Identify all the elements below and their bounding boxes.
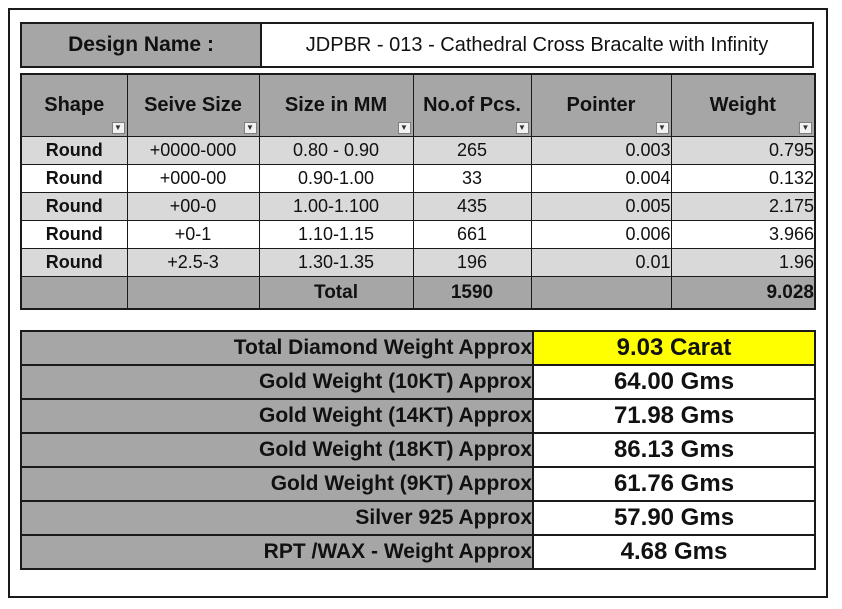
cell-seive-size[interactable]: +2.5-3 <box>126 248 260 277</box>
summary-label-rpt-wax: RPT /WAX - Weight Approx <box>20 534 534 570</box>
cell-pointer[interactable]: 0.01 <box>530 248 672 277</box>
table-row: Round +000-00 0.90-1.00 33 0.004 0.132 <box>20 164 816 193</box>
cell-pointer[interactable]: 0.003 <box>530 136 672 165</box>
summary-row: Gold Weight (10KT) Approx 64.00 Gms <box>20 364 816 400</box>
column-header-weight: Weight ▼ <box>670 73 816 137</box>
column-header-pointer: Pointer ▼ <box>530 73 672 137</box>
summary-label-gold-18kt: Gold Weight (18KT) Approx <box>20 432 534 468</box>
summary-label-gold-10kt: Gold Weight (10KT) Approx <box>20 364 534 400</box>
cell-weight[interactable]: 0.132 <box>670 164 816 193</box>
cell-pointer[interactable]: 0.004 <box>530 164 672 193</box>
cell-weight[interactable]: 3.966 <box>670 220 816 249</box>
summary-value-gold-14kt[interactable]: 71.98 Gms <box>532 398 816 434</box>
cell-seive-size[interactable]: +0000-000 <box>126 136 260 165</box>
cell-no-of-pcs[interactable]: 196 <box>412 248 532 277</box>
cell-shape[interactable]: Round <box>20 136 128 165</box>
cell-pointer[interactable]: 0.005 <box>530 192 672 221</box>
summary-value-gold-9kt[interactable]: 61.76 Gms <box>532 466 816 502</box>
column-header-no-of-pcs: No.of Pcs. ▼ <box>412 73 532 137</box>
filter-applied-icon[interactable]: ▼ <box>515 122 529 134</box>
weight-summary-table: Total Diamond Weight Approx 9.03 Carat G… <box>20 330 816 570</box>
cell-size-in-mm[interactable]: 1.30-1.35 <box>258 248 414 277</box>
summary-row: Gold Weight (14KT) Approx 71.98 Gms <box>20 398 816 434</box>
column-header-size-in-mm: Size in MM ▼ <box>258 73 414 137</box>
design-name-header: Design Name : JDPBR - 013 - Cathedral Cr… <box>20 22 814 68</box>
stone-details-table: Shape ▼ Seive Size ▼ Size in MM ▼ No.of Pcs… <box>20 73 816 310</box>
cell-no-of-pcs[interactable]: 33 <box>412 164 532 193</box>
cell-seive-size[interactable]: +00-0 <box>126 192 260 221</box>
cell-no-of-pcs[interactable]: 265 <box>412 136 532 165</box>
cell-no-of-pcs[interactable]: 435 <box>412 192 532 221</box>
cell-empty[interactable] <box>20 276 128 310</box>
cell-weight[interactable]: 0.795 <box>670 136 816 165</box>
summary-value-gold-10kt[interactable]: 64.00 Gms <box>532 364 816 400</box>
summary-label-gold-9kt: Gold Weight (9KT) Approx <box>20 466 534 502</box>
summary-label-gold-14kt: Gold Weight (14KT) Approx <box>20 398 534 434</box>
cell-weight[interactable]: 2.175 <box>670 192 816 221</box>
total-weight[interactable]: 9.028 <box>670 276 816 310</box>
cell-seive-size[interactable]: +0-1 <box>126 220 260 249</box>
summary-value-diamond[interactable]: 9.03 Carat <box>532 330 816 366</box>
cell-weight[interactable]: 1.96 <box>670 248 816 277</box>
summary-label-diamond: Total Diamond Weight Approx <box>20 330 534 366</box>
cell-shape[interactable]: Round <box>20 220 128 249</box>
filter-dropdown-icon[interactable]: ▼ <box>111 122 125 134</box>
summary-row: Total Diamond Weight Approx 9.03 Carat <box>20 330 816 366</box>
cell-size-in-mm[interactable]: 1.00-1.100 <box>258 192 414 221</box>
summary-row: Gold Weight (18KT) Approx 86.13 Gms <box>20 432 816 468</box>
cell-shape[interactable]: Round <box>20 192 128 221</box>
column-header-label: Shape <box>44 94 105 116</box>
cell-size-in-mm[interactable]: 0.80 - 0.90 <box>258 136 414 165</box>
design-name-label: Design Name : <box>22 24 262 66</box>
table-row: Round +2.5-3 1.30-1.35 196 0.01 1.96 <box>20 248 816 277</box>
filter-dropdown-icon[interactable]: ▼ <box>655 122 669 134</box>
summary-value-silver-925[interactable]: 57.90 Gms <box>532 500 816 536</box>
summary-label-silver-925: Silver 925 Approx <box>20 500 534 536</box>
total-pcs[interactable]: 1590 <box>412 276 532 310</box>
table-header-row: Shape ▼ Seive Size ▼ Size in MM ▼ No.of Pcs… <box>20 73 816 137</box>
total-row: Total 1590 9.028 <box>20 276 816 310</box>
column-header-seive-size: Seive Size ▼ <box>126 73 260 137</box>
column-header-label: Seive Size <box>144 94 242 116</box>
summary-value-gold-18kt[interactable]: 86.13 Gms <box>532 432 816 468</box>
filter-dropdown-icon[interactable]: ▼ <box>397 122 411 134</box>
summary-row: RPT /WAX - Weight Approx 4.68 Gms <box>20 534 816 570</box>
summary-value-rpt-wax[interactable]: 4.68 Gms <box>532 534 816 570</box>
filter-dropdown-icon[interactable]: ▼ <box>799 122 812 134</box>
cell-pointer[interactable]: 0.006 <box>530 220 672 249</box>
summary-row: Silver 925 Approx 57.90 Gms <box>20 500 816 536</box>
column-header-label: No.of Pcs. <box>423 94 521 116</box>
cell-no-of-pcs[interactable]: 661 <box>412 220 532 249</box>
cell-seive-size[interactable]: +000-00 <box>126 164 260 193</box>
column-header-label: Size in MM <box>284 94 388 116</box>
cell-empty[interactable] <box>126 276 260 310</box>
summary-row: Gold Weight (9KT) Approx 61.76 Gms <box>20 466 816 502</box>
table-row: Round +00-0 1.00-1.100 435 0.005 2.175 <box>20 192 816 221</box>
total-label[interactable]: Total <box>258 276 414 310</box>
table-row: Round +0000-000 0.80 - 0.90 265 0.003 0.… <box>20 136 816 165</box>
table-row: Round +0-1 1.10-1.15 661 0.006 3.966 <box>20 220 816 249</box>
column-header-label: Pointer <box>566 94 636 116</box>
cell-empty[interactable] <box>530 276 672 310</box>
column-header-shape: Shape ▼ <box>20 73 128 137</box>
cell-shape[interactable]: Round <box>20 164 128 193</box>
cell-size-in-mm[interactable]: 1.10-1.15 <box>258 220 414 249</box>
cell-shape[interactable]: Round <box>20 248 128 277</box>
column-header-label: Weight <box>709 94 776 116</box>
cell-size-in-mm[interactable]: 0.90-1.00 <box>258 164 414 193</box>
design-name-value: JDPBR - 013 - Cathedral Cross Bracalte w… <box>262 24 812 66</box>
filter-dropdown-icon[interactable]: ▼ <box>243 122 257 134</box>
